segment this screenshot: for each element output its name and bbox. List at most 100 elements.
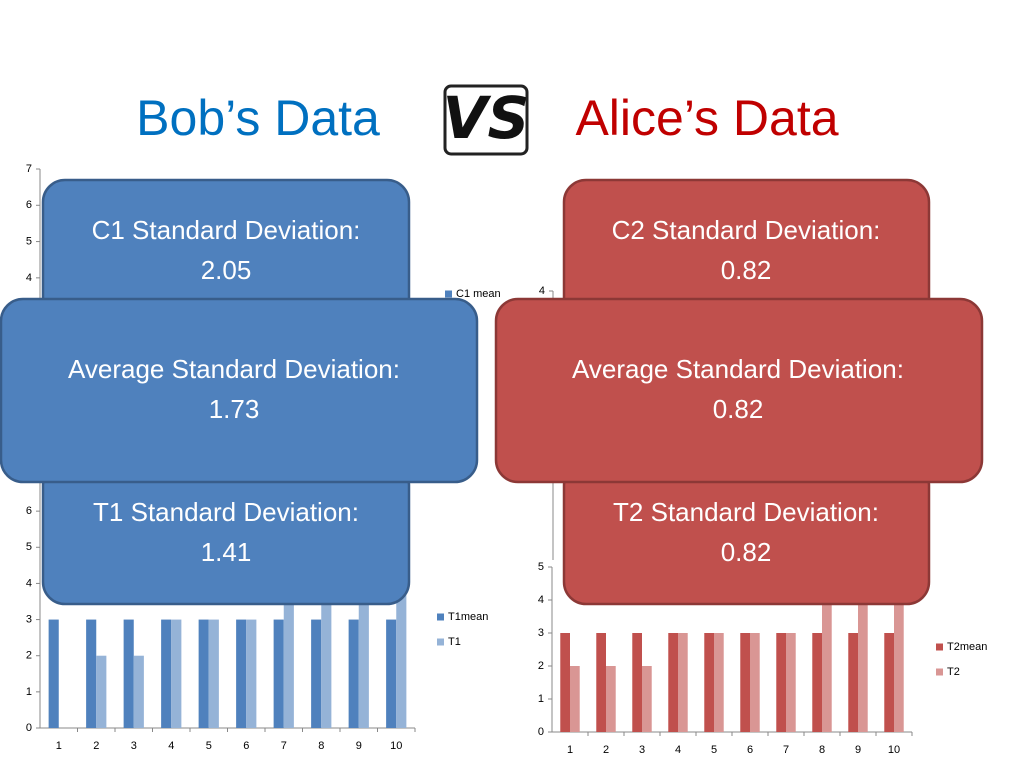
bar	[632, 633, 642, 732]
x-tick-label: 1	[56, 740, 62, 752]
x-tick-label: 5	[206, 740, 212, 752]
legend-swatch	[936, 668, 943, 676]
bar	[596, 633, 606, 732]
charts: 0 1 2 3 4 5 6 7 C1 mean 4 0 1 2 3 4 5 6 1 2 3 4 5 6 7 8 9 10 T1mean…	[26, 163, 987, 756]
y-tick-label: 6	[26, 199, 32, 211]
stat-title: T2 Standard Deviation:	[613, 497, 879, 527]
x-tick-label: 7	[783, 744, 789, 756]
y-tick-label: 4	[538, 594, 544, 606]
x-tick-label: 10	[888, 744, 900, 756]
stat-value: 0.82	[713, 394, 764, 424]
bar	[86, 619, 97, 728]
bar	[96, 655, 107, 728]
stat-box: C2 Standard Deviation: 0.82	[562, 178, 931, 322]
bar	[123, 619, 134, 728]
bar	[246, 619, 257, 728]
x-tick-label: 8	[819, 744, 825, 756]
bar	[348, 619, 359, 728]
y-tick-label: 3	[26, 613, 32, 625]
x-tick-label: 1	[567, 744, 573, 756]
y-tick-label: 3	[538, 627, 544, 639]
y-tick-label: 2	[26, 650, 32, 662]
stat-box: C1 Standard Deviation: 2.05	[41, 178, 411, 322]
bar	[848, 633, 858, 732]
x-tick-label: 9	[855, 744, 861, 756]
bar	[668, 633, 678, 732]
stat-box: T1 Standard Deviation: 1.41	[41, 461, 411, 606]
bar	[570, 666, 580, 732]
bar	[208, 619, 219, 728]
boxes: C1 Standard Deviation: 2.05 T1 Standard De…	[0, 178, 984, 606]
x-tick-label: 9	[356, 740, 362, 752]
x-tick-label: 6	[243, 740, 249, 752]
bar	[858, 600, 868, 732]
stat-title: T1 Standard Deviation:	[93, 497, 359, 527]
bar	[48, 619, 59, 728]
bar	[396, 547, 407, 728]
legend-label: T1mean	[448, 611, 488, 623]
bar	[786, 633, 796, 732]
y-tick-label: 5	[26, 235, 32, 247]
chart: 0 1 2 3 4 5 1 2 3 4 5 6 7 8 9 10 T2mean T2	[538, 561, 987, 756]
bar	[321, 547, 332, 728]
right-title: Alice’s Data	[575, 90, 838, 146]
stat-box-bg	[494, 297, 984, 484]
x-tick-label: 3	[131, 740, 137, 752]
bar	[812, 633, 822, 732]
bar	[740, 633, 750, 732]
stat-box: Average Standard Deviation: 1.73	[0, 297, 479, 484]
y-tick-label: 1	[538, 693, 544, 705]
stat-value: 0.82	[721, 537, 772, 567]
x-tick-label: 7	[281, 740, 287, 752]
bar	[283, 547, 294, 728]
bar	[704, 633, 714, 732]
y-tick-label: 6	[26, 505, 32, 517]
x-tick-label: 4	[675, 744, 681, 756]
legend-swatch	[936, 643, 943, 651]
stat-title: C1 Standard Deviation:	[92, 215, 361, 245]
x-tick-label: 3	[639, 744, 645, 756]
stat-value: 0.82	[721, 255, 772, 285]
bar	[273, 619, 284, 728]
x-tick-label: 8	[318, 740, 324, 752]
vs-frame	[443, 84, 529, 156]
stat-value: 2.05	[201, 255, 252, 285]
stat-value: 1.41	[201, 537, 252, 567]
x-tick-label: 4	[168, 740, 174, 752]
bar	[311, 619, 322, 728]
stat-box: T2 Standard Deviation: 0.82	[562, 461, 931, 606]
stat-box-bg	[41, 461, 411, 606]
bar	[171, 619, 182, 728]
y-tick-label: 4	[539, 285, 545, 297]
y-tick-label: 5	[538, 561, 544, 573]
bar	[133, 655, 144, 728]
stat-title: C2 Standard Deviation:	[612, 215, 881, 245]
bar	[822, 600, 832, 732]
y-tick-label: 5	[26, 541, 32, 553]
y-tick-label: 1	[26, 686, 32, 698]
chart: 0 1 2 3 4 5 6 1 2 3 4 5 6 7 8 9 10 T1mean T1	[26, 475, 488, 752]
x-tick-label: 6	[747, 744, 753, 756]
legend-label: T1	[448, 636, 461, 648]
bar	[894, 600, 904, 732]
bar	[236, 619, 247, 728]
x-tick-label: 2	[603, 744, 609, 756]
stat-box-bg	[0, 297, 479, 484]
y-tick-label: 2	[538, 660, 544, 672]
bar	[606, 666, 616, 732]
x-tick-label: 10	[390, 740, 402, 752]
x-tick-label: 2	[93, 740, 99, 752]
y-tick-label: 0	[26, 722, 32, 734]
y-tick-label: 4	[26, 577, 32, 589]
y-tick-label: 0	[538, 726, 544, 738]
stat-value: 1.73	[209, 394, 260, 424]
stat-box-bg	[562, 461, 931, 606]
bar	[714, 633, 724, 732]
bar	[560, 633, 570, 732]
legend-swatch	[445, 290, 452, 298]
bar	[750, 633, 760, 732]
stat-title: Average Standard Deviation:	[68, 354, 400, 384]
y-tick-label: 7	[26, 163, 32, 175]
bar	[198, 619, 209, 728]
